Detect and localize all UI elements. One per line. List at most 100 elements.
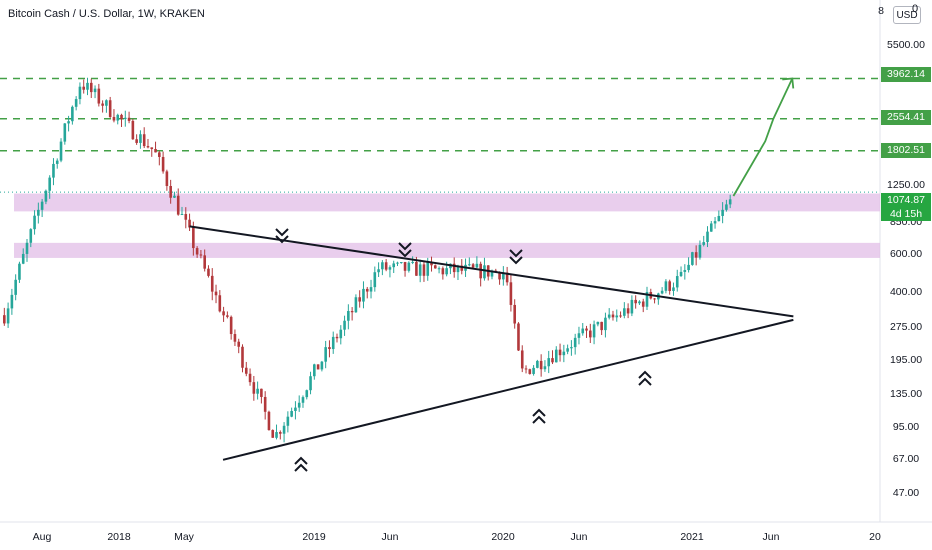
candle-body [101,103,104,106]
x-tick: 2020 [491,531,515,543]
candle-body [611,314,615,318]
candle-body [339,329,343,339]
y-tick: 400.00 [889,286,923,298]
candle-body [123,117,127,120]
supply-zone-1 [14,193,880,212]
candle-body [176,195,180,215]
candle-body [483,265,486,279]
candle-body [135,139,138,143]
candle-body [728,199,732,205]
candle-body [475,263,479,268]
candle-body [539,360,543,370]
projection-arrowhead [782,77,795,89]
candle-body [698,244,702,258]
candle-body [717,215,721,222]
candle-body [350,311,354,313]
candle-body [297,402,301,408]
candle-body [411,261,414,263]
candle-body [180,214,184,216]
candle-body [71,106,74,122]
candle-body [422,264,426,276]
candle-body [173,195,176,198]
candle-body [260,388,263,397]
corner-tick: 0 [912,3,919,15]
candle-body [244,367,248,374]
candle-body [169,186,172,198]
candle-body [645,291,649,307]
candle-body [562,351,566,356]
candle-body [275,432,278,438]
candle-body [388,267,392,270]
touch-marker-down [509,256,523,265]
x-tick: Jun [762,531,780,543]
candle-body [248,373,252,383]
candle-body [233,334,237,342]
candle-body [433,265,437,269]
candle-body [347,311,350,321]
candle-body [468,264,471,266]
candle-body [328,347,331,350]
candle-body [679,271,683,277]
candle-body [67,121,70,124]
candle-body [577,333,581,338]
candle-body [660,290,664,294]
candle-body [301,397,305,403]
candle-body [154,148,157,153]
candle-body [641,301,645,307]
last-price-value: 1074.87 [887,194,925,206]
candle-body [3,315,6,324]
target-level-3-label: 3962.14 [881,67,931,82]
candle-body [184,214,188,220]
candle-body [74,99,78,107]
candle-body [460,265,464,271]
candle-body [619,315,622,317]
candle-body [513,304,516,324]
y-tick: 5500.00 [887,39,925,51]
touch-marker-up [294,456,308,465]
touch-marker-up [638,370,652,379]
candle-body [40,201,44,210]
candle-body [252,382,256,394]
candle-body [161,156,165,172]
candle-body [48,177,51,191]
candle-body [207,268,210,276]
candle-body [607,314,611,318]
candle-body [82,86,86,90]
candle-body [256,388,259,394]
y-tick: 275.00 [889,321,923,333]
candle-body [551,358,554,363]
candle-body [713,221,717,224]
candle-body [581,328,585,334]
candle-body [33,215,36,230]
candle-body [93,88,97,93]
candle-body [271,430,275,438]
candle-body [570,347,573,349]
target-level-1-label: 1802.51 [881,143,931,158]
candle-body [218,295,222,312]
candle-body [441,268,445,275]
touch-marker-down [398,249,412,258]
currency-button[interactable]: USD [893,6,921,24]
last-price-label: 1074.87 4d 15h [881,193,931,221]
candle-body [263,396,267,412]
candle-body [86,82,89,90]
y-tick: 600.00 [889,248,923,260]
candle-body [384,262,388,270]
touch-marker-up [638,377,652,386]
candle-body [18,263,21,280]
candle-body [566,348,569,352]
candle-body [634,299,637,304]
candle-body [604,317,607,331]
candle-body [335,336,339,339]
candle-body [683,270,687,272]
candle-body [585,328,588,331]
candle-body [377,269,380,273]
candle-body [52,163,55,178]
candle-body [509,282,513,305]
candle-body [600,321,603,331]
candle-body [78,86,82,100]
candle-body [116,114,120,121]
candle-body [702,242,706,245]
